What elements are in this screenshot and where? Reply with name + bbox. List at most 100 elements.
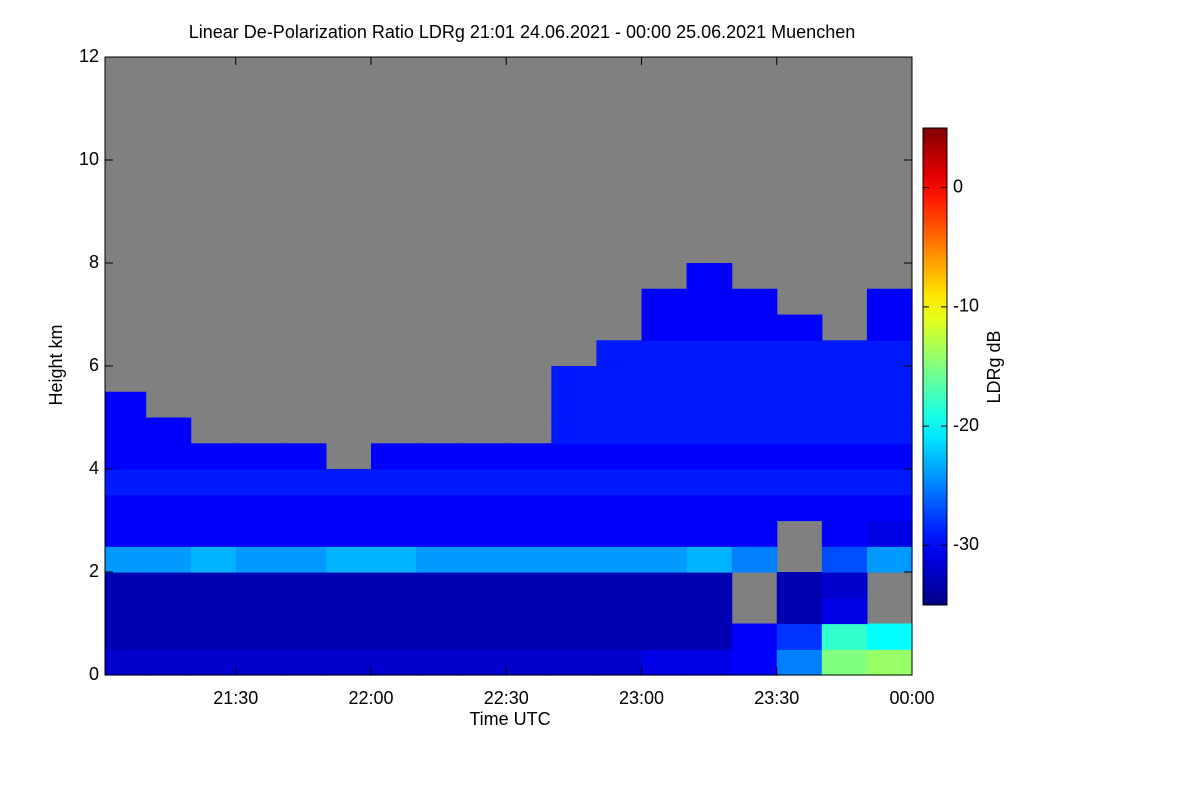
heatmap-cell bbox=[235, 572, 282, 599]
heatmap-cell bbox=[105, 597, 147, 625]
heatmap-cell bbox=[641, 546, 688, 573]
heatmap-cell bbox=[461, 546, 507, 573]
heatmap-cell bbox=[866, 314, 913, 341]
heatmap-cell bbox=[596, 520, 643, 547]
heatmap-cell bbox=[686, 546, 733, 573]
heatmap-cell bbox=[325, 469, 372, 496]
heatmap-cell bbox=[416, 546, 462, 573]
heatmap-cell bbox=[686, 623, 733, 650]
heatmap-cell bbox=[280, 572, 327, 599]
heatmap-cell bbox=[821, 417, 868, 444]
heatmap-cell bbox=[866, 494, 913, 522]
heatmap-cell bbox=[866, 623, 913, 650]
heatmap-cell bbox=[190, 572, 237, 599]
heatmap-cell bbox=[731, 520, 778, 547]
heatmap-cell bbox=[821, 494, 868, 522]
heatmap-cell bbox=[461, 469, 507, 496]
heatmap-cell bbox=[105, 469, 147, 496]
heatmap-cell bbox=[821, 469, 868, 496]
heatmap-cell bbox=[686, 366, 733, 393]
heatmap-cell bbox=[686, 443, 733, 470]
heatmap-cell bbox=[105, 520, 147, 547]
heatmap-cell bbox=[596, 443, 643, 470]
heatmap-cell bbox=[325, 649, 372, 676]
heatmap-cell bbox=[506, 494, 552, 522]
y-tick-label: 10 bbox=[79, 149, 99, 169]
heatmap-cell bbox=[686, 263, 733, 290]
heatmap-cell bbox=[190, 623, 237, 650]
heatmap-cell bbox=[370, 469, 417, 496]
chart-title: Linear De-Polarization Ratio LDRg 21:01 … bbox=[189, 22, 855, 42]
heatmap-cell bbox=[641, 572, 688, 599]
heatmap-cell bbox=[506, 572, 552, 599]
heatmap-cell bbox=[821, 366, 868, 393]
heatmap-cell bbox=[686, 340, 733, 367]
heatmap-cell bbox=[776, 572, 823, 599]
heatmap-cell bbox=[416, 623, 462, 650]
heatmap-cell bbox=[776, 314, 823, 341]
heatmap-cell bbox=[731, 649, 778, 676]
heatmap-cell bbox=[145, 494, 192, 522]
heatmap-cell bbox=[145, 520, 192, 547]
colorbar bbox=[922, 127, 948, 606]
heatmap-cell bbox=[776, 443, 823, 470]
heatmap-cell bbox=[551, 366, 598, 393]
heatmap-cell bbox=[235, 649, 282, 676]
heatmap-cell bbox=[551, 546, 598, 573]
heatmap-cell bbox=[776, 340, 823, 367]
heatmap-cell bbox=[866, 443, 913, 470]
heatmap-cell bbox=[551, 391, 598, 419]
heatmap-cell bbox=[686, 572, 733, 599]
heatmap-cell bbox=[190, 649, 237, 676]
heatmap-cell bbox=[686, 469, 733, 496]
heatmap-cell bbox=[641, 366, 688, 393]
heatmap-cell bbox=[641, 597, 688, 625]
heatmap-cell bbox=[821, 340, 868, 367]
y-tick-label: 4 bbox=[89, 458, 99, 478]
heatmap-cell bbox=[821, 649, 868, 676]
heatmap-cell bbox=[641, 469, 688, 496]
heatmap-cell bbox=[461, 494, 507, 522]
heatmap-cell bbox=[461, 623, 507, 650]
heatmap-cell bbox=[190, 443, 237, 470]
heatmap-cell bbox=[416, 572, 462, 599]
heatmap-cell bbox=[105, 494, 147, 522]
heatmap-cell bbox=[641, 340, 688, 367]
heatmap-cell bbox=[866, 288, 913, 316]
heatmap-cell bbox=[641, 288, 688, 316]
heatmap-cell bbox=[641, 649, 688, 676]
heatmap-cell bbox=[325, 520, 372, 547]
heatmap-cell bbox=[280, 623, 327, 650]
heatmap-cell bbox=[105, 572, 147, 599]
heatmap-cell bbox=[596, 417, 643, 444]
heatmap-cell bbox=[370, 649, 417, 676]
heatmap-cell bbox=[551, 443, 598, 470]
heatmap-cell bbox=[821, 623, 868, 650]
heatmap-cell bbox=[551, 494, 598, 522]
heatmap-cell bbox=[641, 623, 688, 650]
heatmap-cell bbox=[776, 391, 823, 419]
heatmap-cell bbox=[105, 443, 147, 470]
heatmap-cell bbox=[370, 572, 417, 599]
heatmap-cell bbox=[105, 546, 147, 573]
heatmap-cell bbox=[686, 288, 733, 316]
heatmap-cell bbox=[551, 469, 598, 496]
heatmap-cell bbox=[596, 340, 643, 367]
heatmap-cell bbox=[551, 417, 598, 444]
heatmap-cell bbox=[235, 623, 282, 650]
heatmap-cell bbox=[776, 623, 823, 650]
heatmap-cell bbox=[370, 597, 417, 625]
heatmap-cell bbox=[731, 417, 778, 444]
heatmap-cell bbox=[105, 417, 147, 444]
heatmap-cell bbox=[145, 623, 192, 650]
heatmap-cell bbox=[686, 520, 733, 547]
heatmap-cell bbox=[280, 494, 327, 522]
heatmap-cell bbox=[596, 546, 643, 573]
heatmap-cell bbox=[145, 546, 192, 573]
heatmap-cell bbox=[551, 623, 598, 650]
heatmap-cell bbox=[731, 391, 778, 419]
heatmap-cell bbox=[325, 623, 372, 650]
heatmap-cell bbox=[461, 520, 507, 547]
heatmap-cell bbox=[416, 597, 462, 625]
